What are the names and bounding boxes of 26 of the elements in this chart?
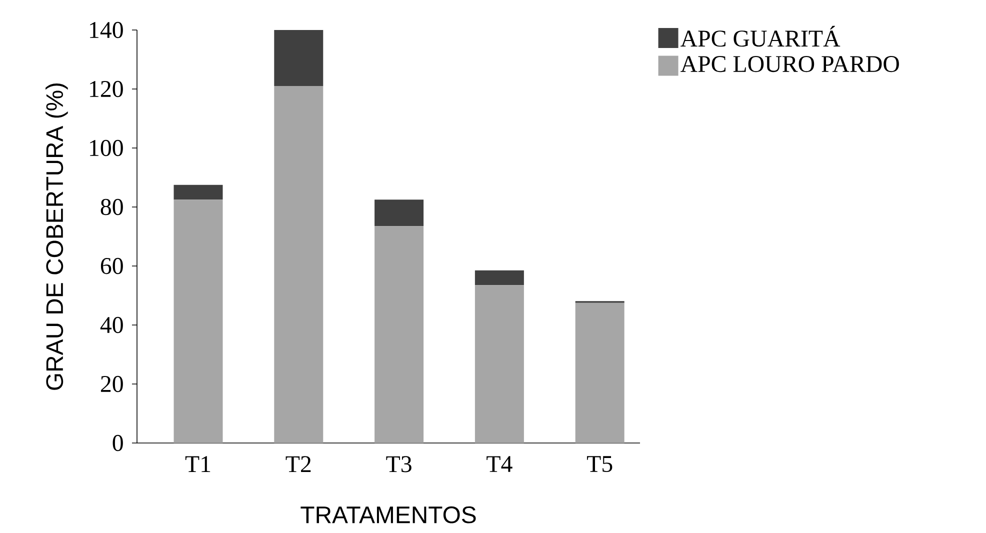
bar [174, 200, 223, 443]
bar [274, 86, 324, 443]
bar [474, 285, 524, 443]
y-tick-label: 20 [100, 376, 123, 392]
bar [575, 302, 624, 443]
x-tick-label: T5 [587, 456, 612, 472]
y-tick-label: 120 [90, 80, 123, 98]
x-tick-label: T3 [386, 456, 412, 472]
legend-label: APC GUARITÁ [680, 26, 840, 47]
y-tick-label: 60 [100, 258, 123, 274]
y-tick-label: 0 [112, 434, 123, 452]
x-tick-label: T2 [286, 456, 311, 472]
y-tick-label: 140 [90, 22, 123, 38]
bar [174, 184, 223, 200]
bar [374, 226, 424, 443]
x-tick-label: T1 [185, 456, 210, 472]
y-axis-title: GRAU DE COBERTURA (%) [46, 83, 68, 390]
y-tick-label: 40 [100, 316, 123, 334]
y-tick-label: 80 [100, 198, 123, 216]
bar [474, 270, 524, 286]
legend-label: APC LOURO PARDO [680, 56, 899, 72]
y-tick-label: 100 [90, 140, 123, 156]
bar [374, 200, 424, 226]
x-tick-label: T4 [486, 456, 512, 472]
x-axis-title: TRATAMENTOS [300, 506, 476, 524]
bar [274, 30, 324, 86]
